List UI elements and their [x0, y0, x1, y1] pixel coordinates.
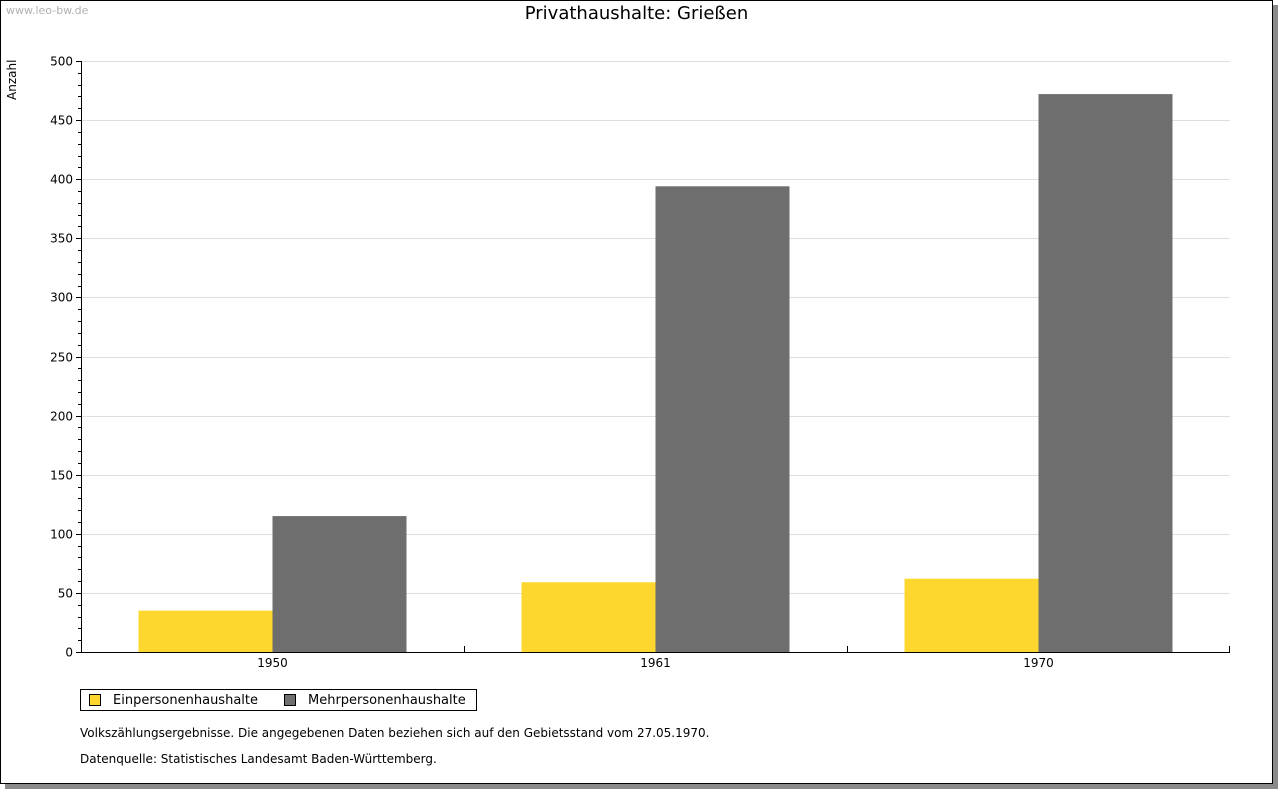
y-tick-label: 350	[50, 232, 73, 246]
y-axis-label: Anzahl	[5, 60, 19, 100]
legend-label: Einpersonenhaushalte	[113, 692, 258, 708]
bar-einpersonenhaushalte-1950	[138, 610, 273, 652]
bar-mehrpersonenhaushalte-1950	[272, 516, 407, 652]
y-tick-label: 100	[50, 528, 73, 542]
legend: Einpersonenhaushalte Mehrpersonenhaushal…	[80, 689, 477, 711]
bar-mehrpersonenhaushalte-1970	[1038, 94, 1173, 652]
y-tick-label: 150	[50, 469, 73, 483]
bar-chart: 0 50 100 150 200 250 300 350 400 450 500 1950 1961 19…	[5, 55, 1230, 671]
legend-swatch-yellow	[89, 694, 101, 706]
legend-swatch-gray	[284, 694, 296, 706]
bar-mehrpersonenhaushalte-1961	[655, 186, 790, 653]
y-tick-label: 300	[50, 291, 73, 305]
y-tick-label: 50	[58, 587, 73, 601]
legend-item-mehrpersonenhaushalte: Mehrpersonenhaushalte	[284, 693, 466, 708]
bar-einpersonenhaushalte-1970	[904, 578, 1039, 652]
chart-title: Privathaushalte: Grießen	[524, 3, 749, 24]
y-tick-label: 200	[50, 410, 73, 424]
footnote-census: Volkszählungsergebnisse. Die angegebenen…	[80, 726, 710, 740]
watermark: www.leo-bw.de	[6, 4, 89, 17]
bar-einpersonenhaushalte-1961	[521, 582, 656, 652]
y-tick-label: 400	[50, 173, 73, 187]
legend-label: Mehrpersonenhaushalte	[308, 692, 466, 708]
axis-labels: 0 50 100 150 200 250 300 350 400 450 500 1950 1961 19…	[50, 55, 1054, 671]
axes	[76, 61, 1230, 653]
x-tick-label: 1961	[640, 656, 671, 670]
bars	[138, 94, 1173, 653]
y-tick-label: 0	[65, 646, 73, 660]
x-tick-label: 1950	[257, 656, 288, 670]
y-tick-label: 450	[50, 114, 73, 128]
legend-item-einpersonenhaushalte: Einpersonenhaushalte	[89, 693, 258, 708]
y-tick-label: 500	[50, 55, 73, 69]
y-tick-label: 250	[50, 351, 73, 365]
x-tick-label: 1970	[1023, 656, 1054, 670]
footnote-source: Datenquelle: Statistisches Landesamt Bad…	[80, 752, 437, 766]
